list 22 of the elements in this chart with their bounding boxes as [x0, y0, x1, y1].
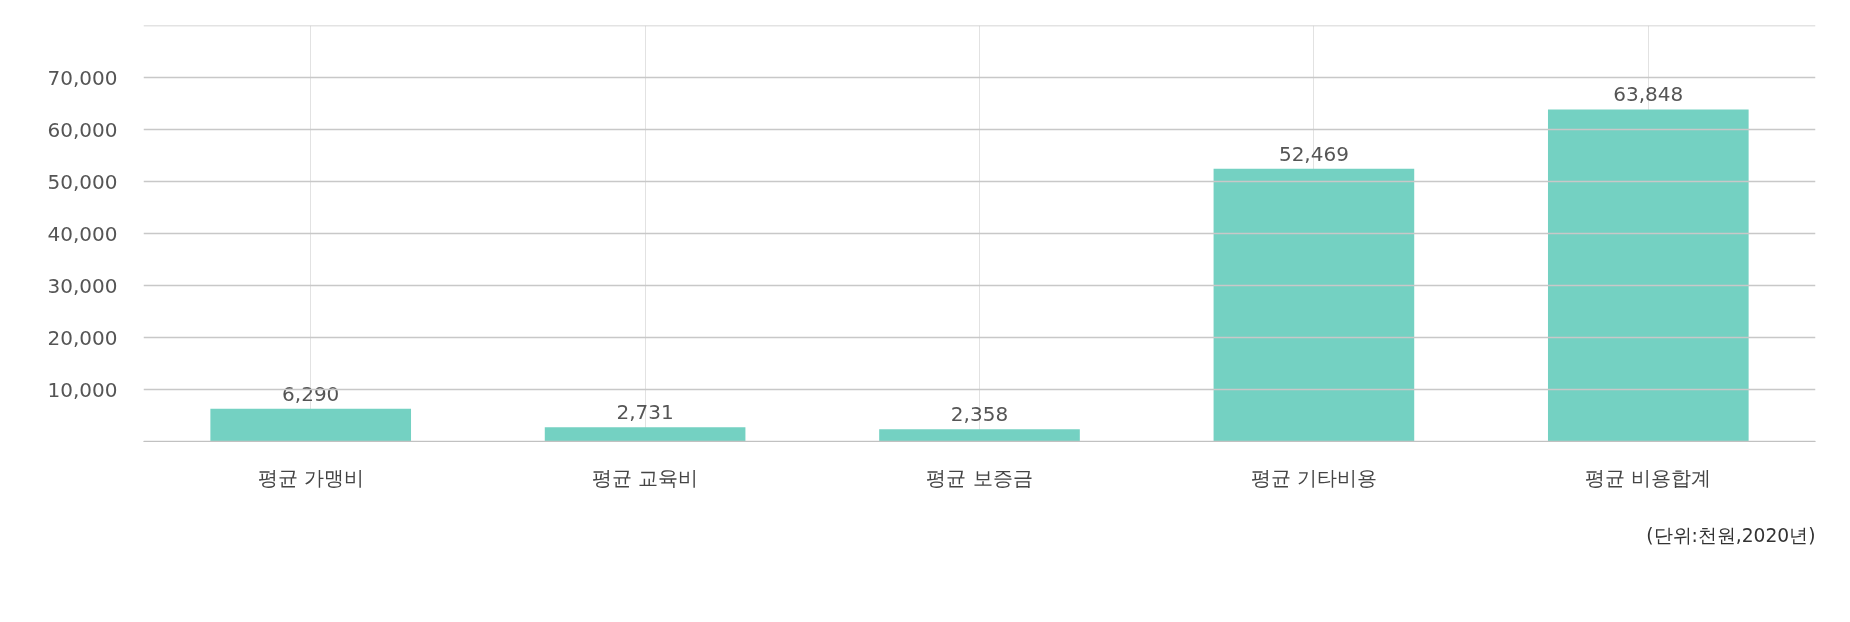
x-tick-label: 평균 가맹비 [257, 465, 364, 490]
bar [1547, 109, 1749, 442]
x-tick-label: 평균 기타비용 [1250, 465, 1378, 490]
y-tick-label: 10,000 [47, 377, 118, 402]
data-label: 2,731 [616, 400, 674, 425]
text: (단위:천원,2020년) [1646, 524, 1816, 546]
data-label: 52,469 [1278, 141, 1349, 166]
y-tick-label: 70,000 [47, 65, 118, 90]
bar [210, 408, 412, 442]
x-tick-label: 평균 비용합계 [1585, 465, 1712, 490]
data-label: 63,848 [1613, 82, 1684, 107]
x-tick-label: 평균 교육비 [591, 465, 699, 490]
bar [879, 429, 1080, 442]
y-tick-label: 20,000 [47, 325, 118, 350]
data-label: 2,358 [950, 402, 1009, 427]
y-tick-label: 60,000 [47, 117, 118, 142]
bar [1213, 168, 1415, 442]
y-tick-label: 40,000 [47, 221, 118, 246]
x-tick-label: 평균 보증금 [926, 465, 1033, 490]
y-tick-label: 50,000 [47, 169, 118, 194]
bar [544, 427, 746, 442]
y-tick-label: 30,000 [47, 273, 118, 298]
